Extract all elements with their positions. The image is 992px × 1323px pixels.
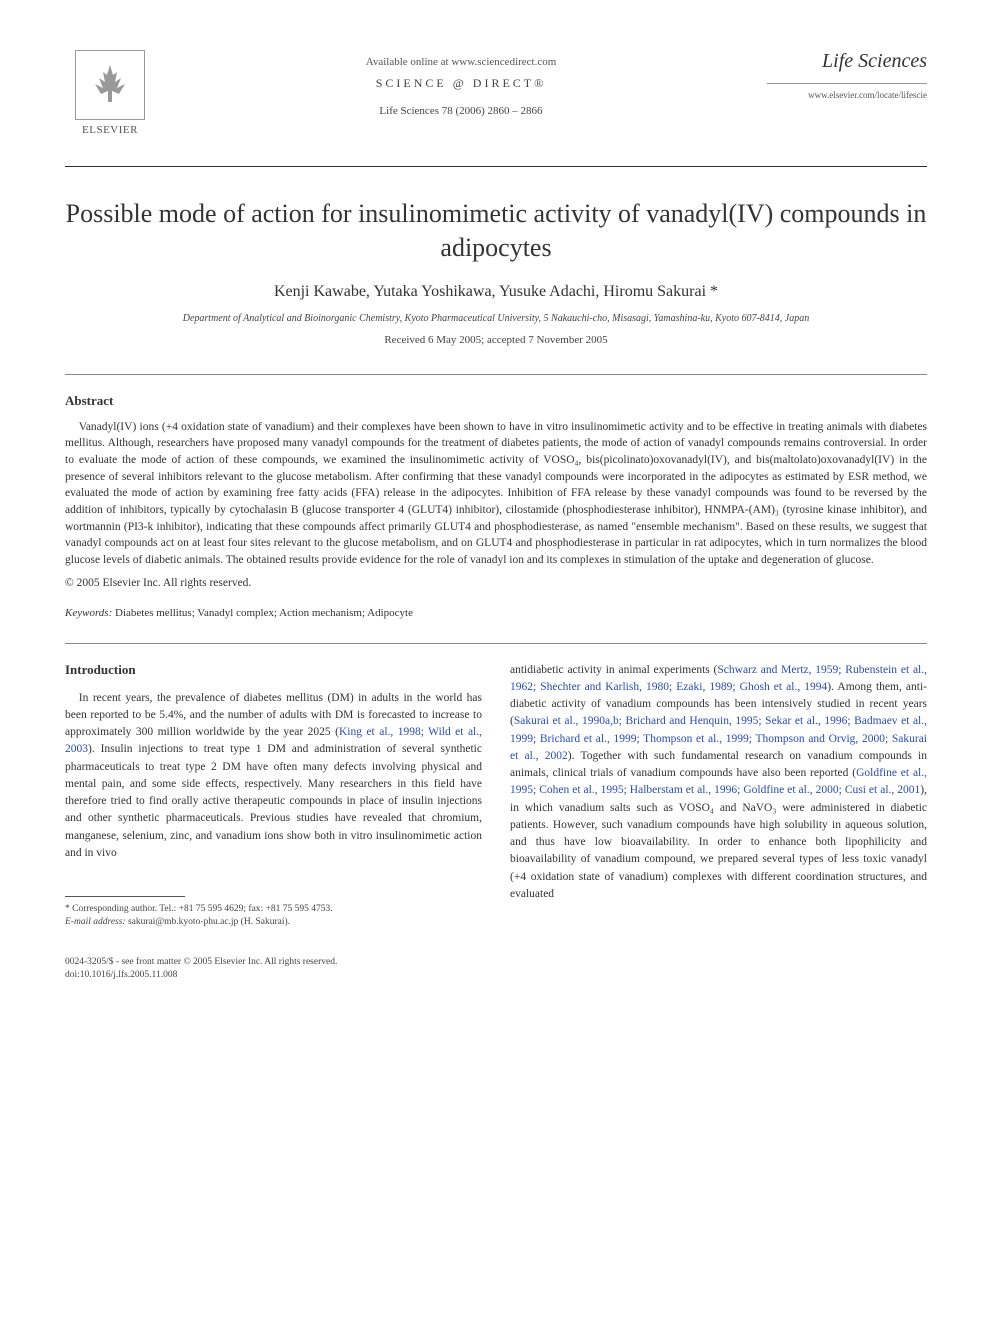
- introduction-heading: Introduction: [65, 662, 482, 678]
- issn-line: 0024-3205/$ - see front matter © 2005 El…: [65, 956, 927, 969]
- email-footnote: E-mail address: sakurai@mb.kyoto-phu.ac.…: [65, 916, 482, 929]
- received-dates: Received 6 May 2005; accepted 7 November…: [65, 334, 927, 346]
- divider: [65, 166, 927, 167]
- journal-block: Life Sciences www.elsevier.com/locate/li…: [767, 50, 927, 100]
- column-left: Introduction In recent years, the preval…: [65, 662, 482, 930]
- abstract-heading: Abstract: [65, 393, 927, 409]
- keywords-line: Keywords: Diabetes mellitus; Vanadyl com…: [65, 607, 927, 619]
- email-label: E-mail address:: [65, 917, 126, 927]
- elsevier-tree-logo: [75, 50, 145, 120]
- intro-paragraph: In recent years, the prevalence of diabe…: [65, 690, 482, 863]
- available-online: Available online at www.sciencedirect.co…: [155, 56, 767, 68]
- copyright: © 2005 Elsevier Inc. All rights reserved…: [65, 577, 927, 589]
- text-run: antidiabetic activity in animal experime…: [510, 664, 717, 676]
- text-run: ). Insulin injections to treat type 1 DM…: [65, 743, 482, 859]
- corresponding-author-footnote: * Corresponding author. Tel.: +81 75 595…: [65, 903, 482, 916]
- center-meta: Available online at www.sciencedirect.co…: [155, 50, 767, 117]
- footer-bar: 0024-3205/$ - see front matter © 2005 El…: [65, 956, 927, 983]
- column-right: antidiabetic activity in animal experime…: [510, 662, 927, 930]
- text-run: ), in which vanadium salts such as VOSO₄…: [510, 784, 927, 900]
- article-title: Possible mode of action for insulinomime…: [65, 197, 927, 265]
- body-columns: Introduction In recent years, the preval…: [65, 662, 927, 930]
- citation: Life Sciences 78 (2006) 2860 – 2866: [155, 105, 767, 117]
- science-direct-logo: SCIENCE @ DIRECT®: [155, 76, 767, 91]
- keywords-values: Diabetes mellitus; Vanadyl complex; Acti…: [112, 607, 413, 619]
- email-address[interactable]: sakurai@mb.kyoto-phu.ac.jp (H. Sakurai).: [126, 917, 290, 927]
- header-row: ELSEVIER Available online at www.science…: [65, 50, 927, 136]
- doi-line: doi:10.1016/j.lfs.2005.11.008: [65, 969, 927, 982]
- footnote-rule: [65, 896, 185, 897]
- abstract-body: Vanadyl(IV) ions (+4 oxidation state of …: [65, 419, 927, 569]
- rule-above-abstract: [65, 374, 927, 375]
- elsevier-label: ELSEVIER: [82, 124, 138, 136]
- keywords-label: Keywords:: [65, 607, 112, 619]
- authors: Kenji Kawabe, Yutaka Yoshikawa, Yusuke A…: [65, 283, 927, 301]
- elsevier-block: ELSEVIER: [65, 50, 155, 136]
- rule-below-keywords: [65, 643, 927, 644]
- journal-title: Life Sciences: [767, 50, 927, 84]
- affiliation: Department of Analytical and Bioinorgani…: [65, 313, 927, 324]
- journal-url[interactable]: www.elsevier.com/locate/lifescie: [767, 90, 927, 100]
- tree-icon: [85, 60, 135, 110]
- intro-paragraph-cont: antidiabetic activity in animal experime…: [510, 662, 927, 904]
